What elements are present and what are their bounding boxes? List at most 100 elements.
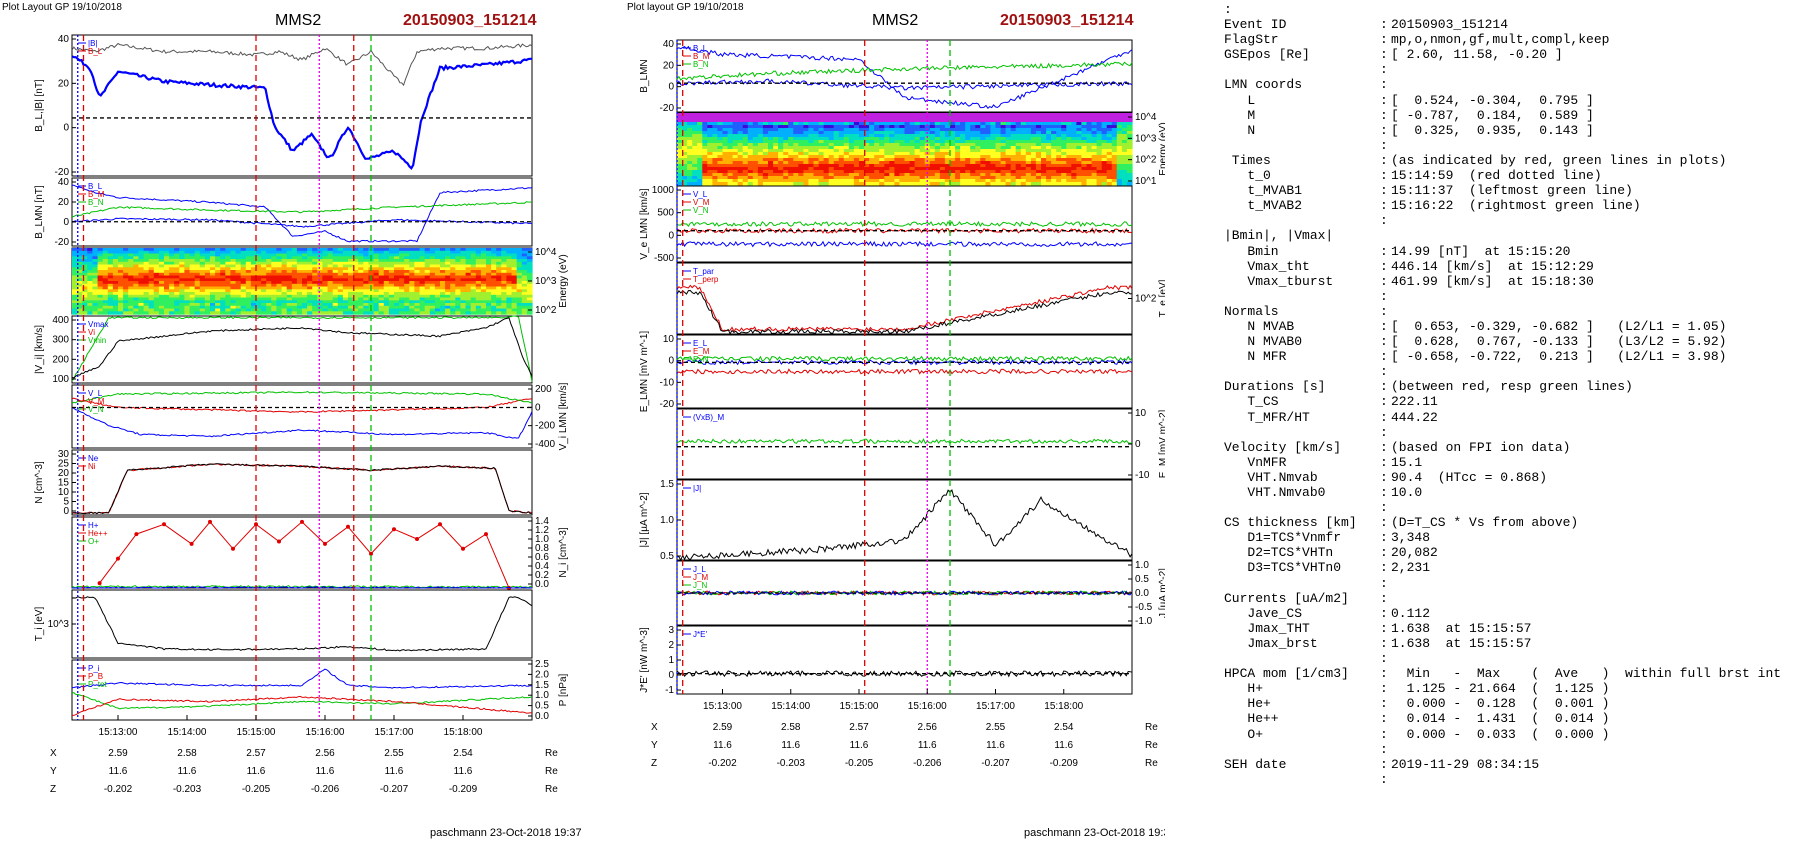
spectrogram-cell [394, 278, 400, 282]
summary-key: T_MFR/HT [1224, 409, 1310, 425]
spectrogram-cell [445, 253, 451, 257]
spectrogram-cell [189, 294, 196, 299]
spectrogram-cell [980, 149, 986, 153]
spectrogram-cell [414, 300, 421, 304]
spectrogram-cell [757, 182, 764, 186]
spectrogram-cell [682, 173, 688, 177]
spectrogram-cell [77, 292, 83, 296]
spectrogram-cell [687, 170, 693, 174]
spectrogram-cell [225, 261, 231, 266]
spectrogram-cell [179, 297, 185, 301]
spectrogram-cell [276, 275, 283, 279]
spectrogram-cell [960, 158, 966, 162]
spectrogram-cell [909, 119, 916, 123]
spectrogram-cell [955, 116, 961, 120]
spectrogram-cell [460, 286, 467, 290]
spectrogram-cell [1076, 173, 1083, 177]
spectrogram-cell [1046, 158, 1052, 162]
spectrogram-cell [383, 278, 390, 282]
spectrogram-cell [296, 278, 303, 282]
spectrogram-cell [702, 155, 708, 159]
spectrogram-cell [143, 253, 150, 257]
event-id-title: 20150903_151214 [1000, 12, 1134, 29]
spectrogram-cell [92, 292, 99, 296]
spectrogram-cell [516, 250, 523, 255]
spectrogram-cell [496, 275, 502, 279]
spectrogram-cell [944, 164, 951, 168]
spectrogram-cell [388, 297, 395, 301]
spectrogram-cell [838, 167, 845, 171]
summary-value: [ 0.524, -0.304, 0.795 ] [1391, 92, 1594, 108]
spectrogram-cell [230, 308, 237, 312]
spectrogram-cell [960, 167, 966, 171]
spectrogram-cell [409, 305, 415, 310]
spectrogram-cell [164, 297, 170, 301]
spectrogram-cell [793, 149, 799, 153]
spectrogram-cell [307, 292, 313, 296]
spectrogram-cell [337, 264, 344, 268]
spectrogram-cell [1046, 113, 1052, 117]
spectrogram-cell [496, 270, 502, 274]
spectrogram-cell [133, 264, 139, 268]
summary-value: 222.11 [1391, 394, 1438, 410]
summary-row: Velocity [km/s]: (based on FPI ion data) [1224, 440, 1804, 455]
spectrogram-cell [894, 119, 901, 123]
spectrogram-cell [210, 303, 216, 307]
spectrogram-cell [480, 305, 487, 310]
series-line-vm [676, 220, 1133, 228]
spectrogram-cell [707, 167, 713, 171]
spectrogram-cell [516, 292, 523, 296]
spectrogram-cell [399, 311, 405, 315]
spectrogram-cell [960, 179, 966, 183]
spectrogram-cell [72, 292, 78, 296]
spectrogram-cell [1066, 170, 1072, 174]
spectrogram-cell [677, 134, 683, 138]
spectrogram-cell [189, 250, 196, 255]
spectrogram-cell [450, 281, 456, 285]
spectrogram-cell [859, 176, 865, 180]
spectrogram-cell [250, 300, 257, 304]
spectrogram-cell [879, 152, 885, 156]
spectrogram-cell [409, 248, 415, 252]
spectrogram-cell [82, 281, 88, 285]
spectrogram-cell [404, 275, 410, 279]
spectrogram-cell [944, 116, 951, 120]
spectrogram-cell [884, 131, 890, 135]
summary-row: : [1224, 772, 1804, 787]
spectrogram-cell [818, 122, 825, 126]
spectrogram-cell [737, 161, 744, 165]
spectrogram-cell [980, 167, 986, 171]
spectrogram-cell [256, 308, 262, 312]
spectrogram-cell [1081, 137, 1088, 141]
spectrogram-cell [813, 152, 820, 156]
spectrogram-cell [1071, 146, 1077, 150]
spectrogram-cell [914, 152, 921, 156]
spectrogram-cell [707, 125, 713, 129]
spectrogram-cell [869, 158, 875, 162]
spectrogram-cell [337, 261, 344, 266]
spectrogram-cell [97, 248, 104, 252]
summary-key: N MVAB0 [1224, 334, 1303, 350]
spectrogram-cell [434, 297, 441, 301]
spectrogram-cell [909, 122, 916, 126]
spectrogram-cell [271, 270, 277, 274]
spectrogram-cell [985, 158, 992, 162]
spectrogram-cell [225, 283, 231, 288]
spectrogram-cell [1020, 146, 1027, 150]
spectrogram-cell [174, 275, 180, 279]
spectrogram-cell [291, 256, 298, 260]
spectrogram-cell [692, 176, 698, 180]
spectrogram-cell [833, 128, 840, 132]
spectrogram-cell [475, 292, 482, 296]
spectrogram-cell [1106, 113, 1113, 117]
spectrogram-cell [859, 128, 865, 132]
spectrogram-cell [813, 125, 820, 129]
spectrogram-cell [697, 134, 703, 138]
spectrogram-cell [798, 125, 804, 129]
spectrogram-cell [773, 164, 779, 168]
spectrogram-cell [455, 275, 461, 279]
spectrogram-cell [682, 158, 688, 162]
spectrogram-cell [752, 143, 759, 147]
spectrogram-cell [92, 253, 99, 257]
spectrogram-cell [762, 149, 769, 153]
